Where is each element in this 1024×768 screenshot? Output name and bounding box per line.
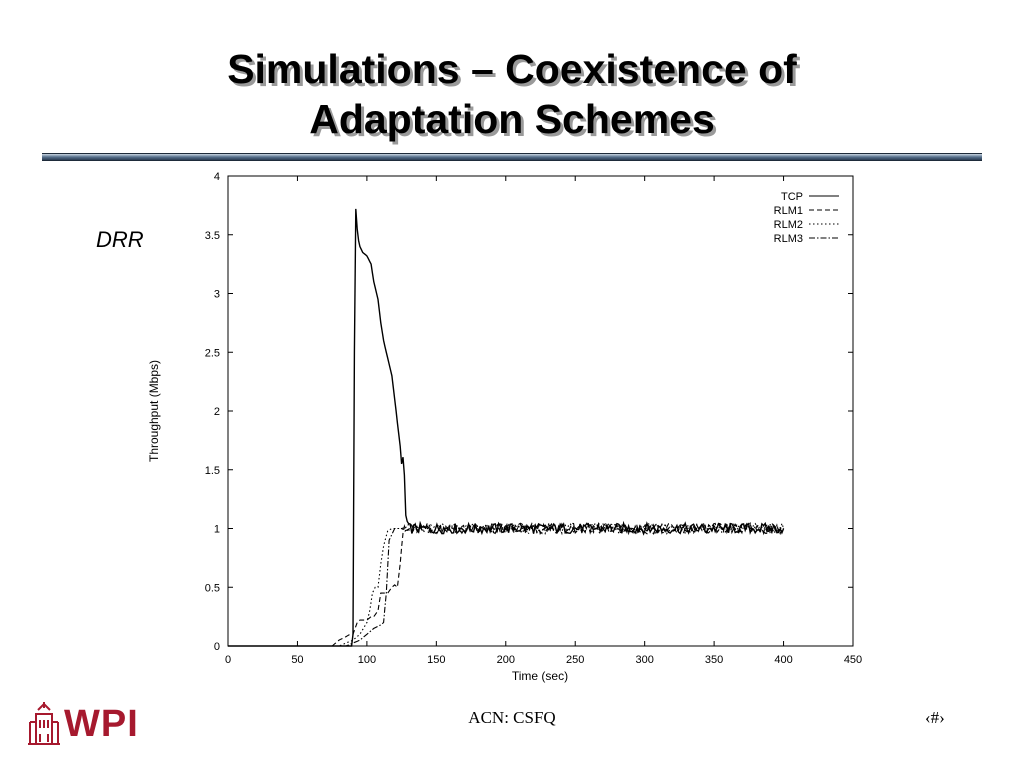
scheme-label: DRR [96,227,144,252]
slide-title-line2: Adaptation Schemes [309,96,715,142]
x-tick-label: 450 [844,654,862,666]
footer-text: ACN: CSFQ [468,708,556,727]
plot-frame [227,175,854,647]
page-number: ‹#› [925,708,945,727]
axis-ticks: 0 50 100 150 200 250 300 350 400 450 0 0.5 1 1.5 2 2.5 3… [205,171,862,666]
x-tick-label: 150 [427,654,445,666]
x-tick-label: 400 [774,654,792,666]
series-line-rlm3 [228,521,784,647]
y-tick-label: 0 [214,641,220,653]
y-tick-label: 3 [214,289,220,301]
x-tick-label: 250 [566,654,584,666]
series-line-rlm1 [228,521,784,647]
wpi-logo: WPI [26,700,146,746]
logo-text: WPI [64,703,139,745]
series-line-rlm2 [228,521,785,647]
y-tick-label: 2 [214,406,220,418]
x-tick-label: 350 [705,654,723,666]
legend-label: TCP [781,191,803,203]
x-tick-label: 200 [497,654,515,666]
y-tick-label: 0.5 [205,582,220,594]
series-group [228,208,785,647]
title-divider [42,153,982,161]
tower-icon [28,702,60,745]
y-tick-label: 1 [214,524,220,536]
slide-title-line1: Simulations – Coexistence of [227,46,797,92]
y-tick-label: 2.5 [205,347,220,359]
y-axis-label: Throughput (Mbps) [147,360,161,462]
legend: TCP RLM1 RLM2 RLM3 [774,191,839,245]
legend-label: RLM1 [774,205,803,217]
x-tick-label: 300 [635,654,653,666]
y-tick-label: 4 [214,171,220,183]
legend-label: RLM2 [774,219,803,231]
y-tick-label: 1.5 [205,465,220,477]
series-line-tcp [228,208,785,647]
x-tick-label: 0 [225,654,231,666]
y-tick-label: 3.5 [205,230,220,242]
x-axis-label: Time (sec) [512,669,568,683]
x-tick-label: 100 [358,654,376,666]
throughput-chart: 0 50 100 150 200 250 300 350 400 450 0 0.5 1 1.5 2 2.5 3… [147,171,862,683]
x-tick-label: 50 [291,654,303,666]
slide-title: Simulations – Coexistence of Adaptation … [0,44,1024,144]
legend-label: RLM3 [774,233,803,245]
